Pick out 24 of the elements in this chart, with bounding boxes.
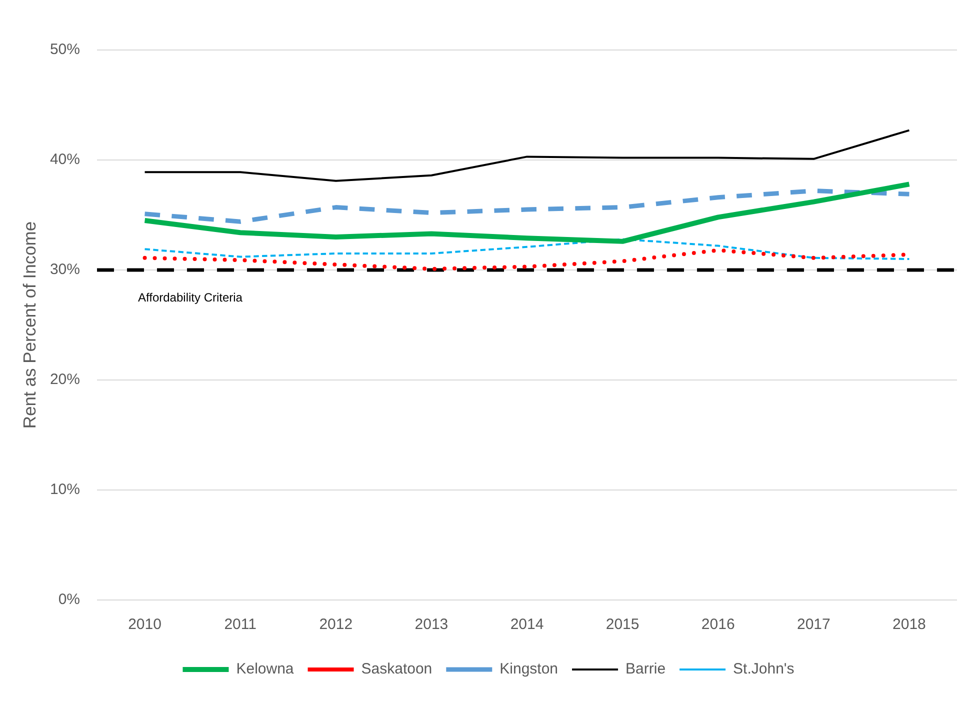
y-tick-label: 50% [50, 41, 80, 58]
line-series [142, 188, 912, 224]
y-tick-label: 20% [50, 371, 80, 388]
legend-label: Saskatoon [361, 660, 432, 678]
y-tick-label: 10% [50, 481, 80, 498]
x-tick-label: 2012 [319, 616, 353, 634]
x-tick-label: 2014 [510, 616, 544, 634]
legend-label: Kelowna [236, 660, 294, 678]
y-tick-label: 0% [58, 591, 80, 608]
legend-label: Kingston [500, 660, 558, 678]
x-tick-label: 2018 [892, 616, 926, 634]
x-tick-label: 2011 [224, 616, 256, 634]
ref-line-label: Affordability Criteria [138, 290, 243, 304]
y-axis-title: Rent as Percent of Income [19, 221, 40, 429]
x-tick-label: 2017 [796, 616, 830, 634]
y-tick-label: 40% [50, 151, 80, 168]
x-tick-label: 2010 [128, 616, 162, 634]
x-tick-label: 2016 [701, 616, 735, 634]
y-tick-label: 30% [50, 261, 80, 278]
x-tick-label: 2013 [414, 616, 448, 634]
legend-label: Barrie [626, 660, 666, 678]
x-tick-label: 2015 [606, 616, 640, 634]
line-series [144, 238, 910, 260]
legend-label: St.John's [733, 660, 794, 678]
